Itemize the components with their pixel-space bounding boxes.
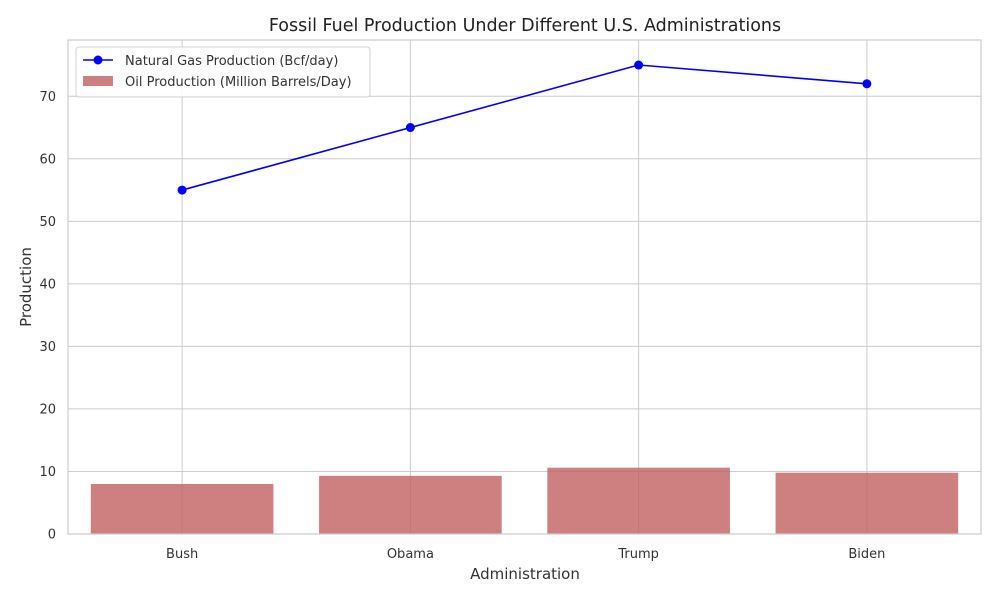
plot-area — [68, 40, 981, 534]
oil-bar-trump — [547, 467, 730, 534]
natural-gas-point-trump — [634, 60, 644, 70]
natural-gas-point-obama — [405, 123, 415, 133]
legend-label-natural-gas: Natural Gas Production (Bcf/day) — [125, 54, 338, 69]
y-tick-label: 40 — [39, 277, 56, 292]
y-tick-label: 30 — [39, 340, 56, 355]
y-tick-label: 20 — [39, 402, 56, 417]
legend-box — [75, 46, 371, 98]
x-tick-label: Trump — [617, 547, 659, 562]
legend: Natural Gas Production (Bcf/day) Oil Pro… — [75, 46, 371, 98]
chart-title: Fossil Fuel Production Under Different U… — [269, 16, 781, 36]
x-tick-label: Bush — [166, 547, 198, 562]
y-axis-label: Production — [17, 247, 35, 327]
natural-gas-point-biden — [862, 79, 872, 89]
line-series — [177, 60, 872, 195]
legend-label-oil: Oil Production (Million Barrels/Day) — [125, 75, 352, 90]
y-tick-label: 70 — [39, 90, 56, 105]
bars — [90, 467, 959, 534]
y-tick-label: 50 — [39, 215, 56, 230]
tick-labels: 0 10 20 30 40 50 60 70 Bush Obama Trump Biden — [39, 90, 885, 562]
oil-bar-obama — [319, 475, 502, 534]
legend-bar-swatch — [83, 76, 113, 86]
y-tick-label: 10 — [39, 465, 56, 480]
x-axis-label: Administration — [470, 565, 580, 583]
plot-border — [67, 39, 982, 535]
legend-marker-swatch — [93, 55, 103, 65]
y-tick-label: 0 — [48, 528, 56, 543]
plot-frame — [67, 39, 982, 535]
natural-gas-point-bush — [177, 185, 187, 195]
x-tick-label: Obama — [387, 547, 434, 562]
oil-bar-biden — [775, 472, 959, 534]
natural-gas-line — [181, 64, 867, 191]
x-tick-label: Biden — [848, 547, 885, 562]
y-tick-label: 60 — [39, 152, 56, 167]
oil-bar-bush — [90, 483, 274, 534]
